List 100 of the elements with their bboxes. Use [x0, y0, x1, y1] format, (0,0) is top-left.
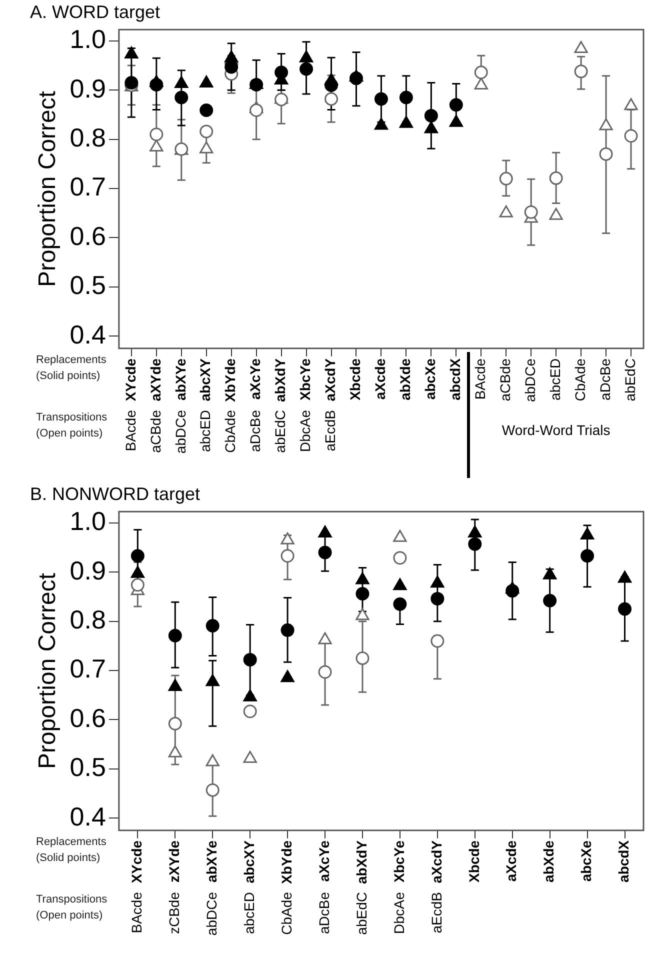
point [150, 78, 164, 92]
x-tick-label: abcXe [578, 840, 594, 882]
chart-title: B. NONWORD target [30, 484, 200, 504]
x-tick-label: abXde [540, 840, 557, 882]
point [506, 584, 520, 598]
chart-title: A. WORD target [30, 2, 160, 22]
text: aDcBe [247, 410, 264, 452]
point [430, 576, 444, 588]
text: aCBde [147, 410, 164, 453]
text: aEcdB [428, 892, 444, 934]
text: (Open points) [36, 428, 103, 440]
point [274, 66, 288, 80]
x-tick-label: abcXe [422, 358, 438, 400]
point [599, 118, 613, 130]
point [356, 608, 370, 620]
text: abEdC [353, 892, 370, 935]
text: abEdC [272, 410, 288, 453]
point [468, 537, 482, 551]
y-tick-label: 0.6 [70, 220, 106, 251]
y-tick-label: 1.0 [70, 24, 106, 54]
point [468, 526, 482, 538]
point [318, 526, 332, 538]
point [349, 72, 363, 86]
x-tick-label: BAcde [472, 358, 488, 400]
point [124, 76, 138, 90]
point [168, 628, 182, 642]
point [424, 108, 438, 122]
y-tick-label: 0.8 [70, 604, 106, 634]
point [280, 623, 294, 637]
point [393, 530, 407, 542]
point [324, 78, 338, 92]
point [430, 634, 444, 648]
point [280, 532, 294, 544]
y-tick-label: 0.8 [70, 122, 106, 152]
point [393, 597, 407, 611]
x-tick-label: Xbcde [347, 358, 364, 400]
text: (Solid points) [36, 852, 100, 864]
point [243, 704, 257, 718]
point [499, 172, 513, 186]
x-tick-label: abXYe [172, 358, 188, 400]
text: aEcdB [322, 410, 338, 452]
x-tick-label: aXcdY [322, 358, 338, 402]
x-tick-label: XbYde [278, 840, 294, 884]
point [449, 114, 463, 127]
x-tick-label: aCBde [496, 358, 513, 402]
x-tick-label: zXYde [166, 840, 182, 882]
point [318, 665, 332, 679]
x-tick-label: abcdX [616, 840, 632, 882]
point [549, 208, 563, 220]
x-tick-label: abXde [397, 358, 414, 400]
text: zCBde [166, 892, 182, 934]
point [280, 549, 294, 563]
point [393, 578, 407, 590]
x-tick-label: Xbcde [466, 840, 482, 882]
text: CbAde [222, 410, 238, 453]
x-tick-label: XYcde [128, 840, 145, 884]
x-tick-label: abcED [546, 358, 563, 400]
point [549, 171, 563, 185]
x-tick-label: XbcYe [297, 358, 314, 400]
x-tick-label: XbYde [222, 358, 238, 402]
point [393, 551, 407, 565]
x-tick-label: abcXY [240, 840, 257, 884]
point [250, 78, 264, 92]
point [130, 566, 144, 578]
y-tick-label: 0.7 [70, 654, 106, 684]
text: Transpositions [36, 894, 108, 906]
point [200, 141, 214, 154]
y-tick-label: 0.6 [70, 702, 106, 733]
x-tick-label: aXcde [372, 358, 388, 400]
x-tick-label: XYcde [122, 358, 138, 402]
point [150, 128, 164, 142]
y-tick-label: 0.9 [70, 73, 106, 104]
point [206, 754, 220, 766]
text: abcED [197, 410, 214, 452]
point [168, 745, 182, 758]
point [130, 578, 144, 592]
point [580, 549, 594, 563]
x-tick-label: aDcBe [596, 358, 613, 400]
x-tick-label: aXcYe [247, 358, 264, 400]
text: Replacements [36, 354, 107, 366]
x-tick-label: abDCe [522, 358, 538, 402]
point [243, 652, 257, 666]
point [624, 129, 638, 143]
point [206, 674, 220, 686]
text: BAcde [128, 892, 145, 934]
x-tick-label: XbcYe [390, 840, 407, 882]
point [599, 147, 613, 161]
point [580, 527, 594, 540]
y-tick-label: 0.9 [70, 555, 106, 586]
point [200, 104, 214, 118]
point [200, 124, 214, 138]
x-tick-label: aXcYe [316, 840, 332, 882]
point [399, 116, 414, 128]
y-tick-label: 1.0 [70, 506, 106, 536]
x-tick-label: abXdY [272, 358, 288, 402]
y-tick-label: 0.7 [70, 172, 106, 202]
text: (Solid points) [36, 370, 100, 382]
point [206, 783, 220, 797]
point [543, 594, 557, 608]
point [224, 60, 238, 74]
